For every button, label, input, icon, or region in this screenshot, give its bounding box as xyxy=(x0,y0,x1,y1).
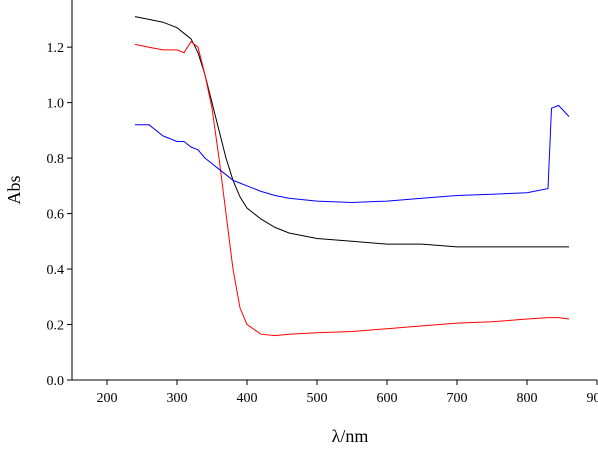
series-line xyxy=(134,40,570,337)
y-tick-label: 1.2 xyxy=(47,41,65,56)
y-tick-label: 0.4 xyxy=(47,263,65,278)
y-tick-label: 0.8 xyxy=(47,152,65,167)
y-axis-label: Abs xyxy=(4,175,24,204)
x-axis-label: λ/nm xyxy=(332,426,369,446)
x-tick-label: 400 xyxy=(237,391,258,406)
y-tick-label: 0.2 xyxy=(47,319,65,334)
x-tick-label: 600 xyxy=(377,391,398,406)
y-tick-label: 0.6 xyxy=(47,208,65,223)
x-tick-label: 200 xyxy=(97,391,118,406)
y-tick-label: 0.0 xyxy=(47,374,65,389)
x-tick-label: 500 xyxy=(307,391,328,406)
series-line xyxy=(134,16,569,248)
x-tick-label: 300 xyxy=(167,391,188,406)
series-line xyxy=(135,104,570,204)
x-tick-label: 900 xyxy=(587,391,598,406)
y-tick-label: 1.0 xyxy=(47,97,65,112)
x-tick-label: 700 xyxy=(447,391,468,406)
x-tick-label: 800 xyxy=(517,391,538,406)
